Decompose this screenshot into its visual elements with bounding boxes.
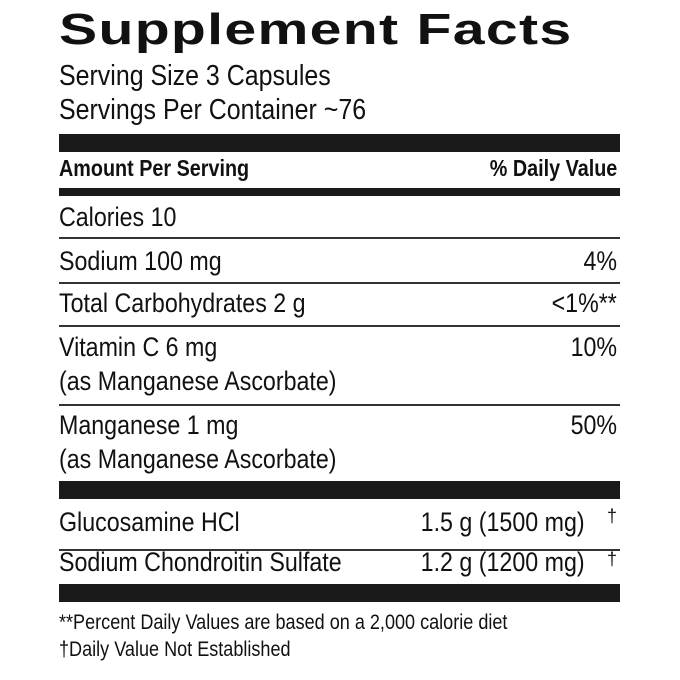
row-divider bbox=[59, 325, 620, 327]
thick-divider bbox=[59, 134, 620, 152]
servings-per-container: Servings Per Container ~76 bbox=[59, 94, 367, 126]
ingredient-glucosamine-dv: † bbox=[606, 506, 617, 526]
ingredient-chondroitin: Sodium Chondroitin Sulfate bbox=[59, 547, 342, 577]
nutrient-calories: Calories 10 bbox=[59, 202, 177, 232]
thick-divider bbox=[59, 584, 620, 602]
nutrient-sodium-dv: 4% bbox=[583, 246, 617, 276]
amount-per-serving-header: Amount Per Serving bbox=[59, 155, 250, 181]
nutrient-carbohydrates: Total Carbohydrates 2 g bbox=[59, 288, 306, 318]
ingredient-chondroitin-dv: † bbox=[606, 549, 617, 569]
nutrient-sodium: Sodium 100 mg bbox=[59, 246, 222, 276]
serving-size: Serving Size 3 Capsules bbox=[59, 60, 331, 92]
ingredient-glucosamine: Glucosamine HCl bbox=[59, 507, 240, 537]
row-divider bbox=[59, 549, 620, 551]
footnote-daily-values: **Percent Daily Values are based on a 2,… bbox=[59, 611, 508, 634]
row-divider bbox=[59, 404, 620, 406]
row-divider bbox=[59, 282, 620, 284]
nutrient-vitamin-c-source: (as Manganese Ascorbate) bbox=[59, 366, 337, 396]
nutrient-carbohydrates-dv: <1%** bbox=[551, 288, 617, 318]
nutrient-vitamin-c: Vitamin C 6 mg bbox=[59, 332, 218, 362]
nutrient-vitamin-c-dv: 10% bbox=[570, 332, 617, 362]
ingredient-chondroitin-amount: 1.2 g (1200 mg) bbox=[421, 547, 585, 577]
label-title: Supplement Facts bbox=[59, 5, 573, 54]
row-divider bbox=[59, 237, 620, 239]
medium-divider bbox=[59, 188, 620, 196]
nutrient-manganese-source: (as Manganese Ascorbate) bbox=[59, 444, 337, 474]
nutrient-manganese: Manganese 1 mg bbox=[59, 410, 239, 440]
nutrient-manganese-dv: 50% bbox=[570, 410, 617, 440]
footnote-not-established: †Daily Value Not Established bbox=[59, 638, 291, 661]
ingredient-glucosamine-amount: 1.5 g (1500 mg) bbox=[421, 507, 585, 537]
thick-divider bbox=[59, 481, 620, 499]
daily-value-header: % Daily Value bbox=[489, 155, 617, 181]
